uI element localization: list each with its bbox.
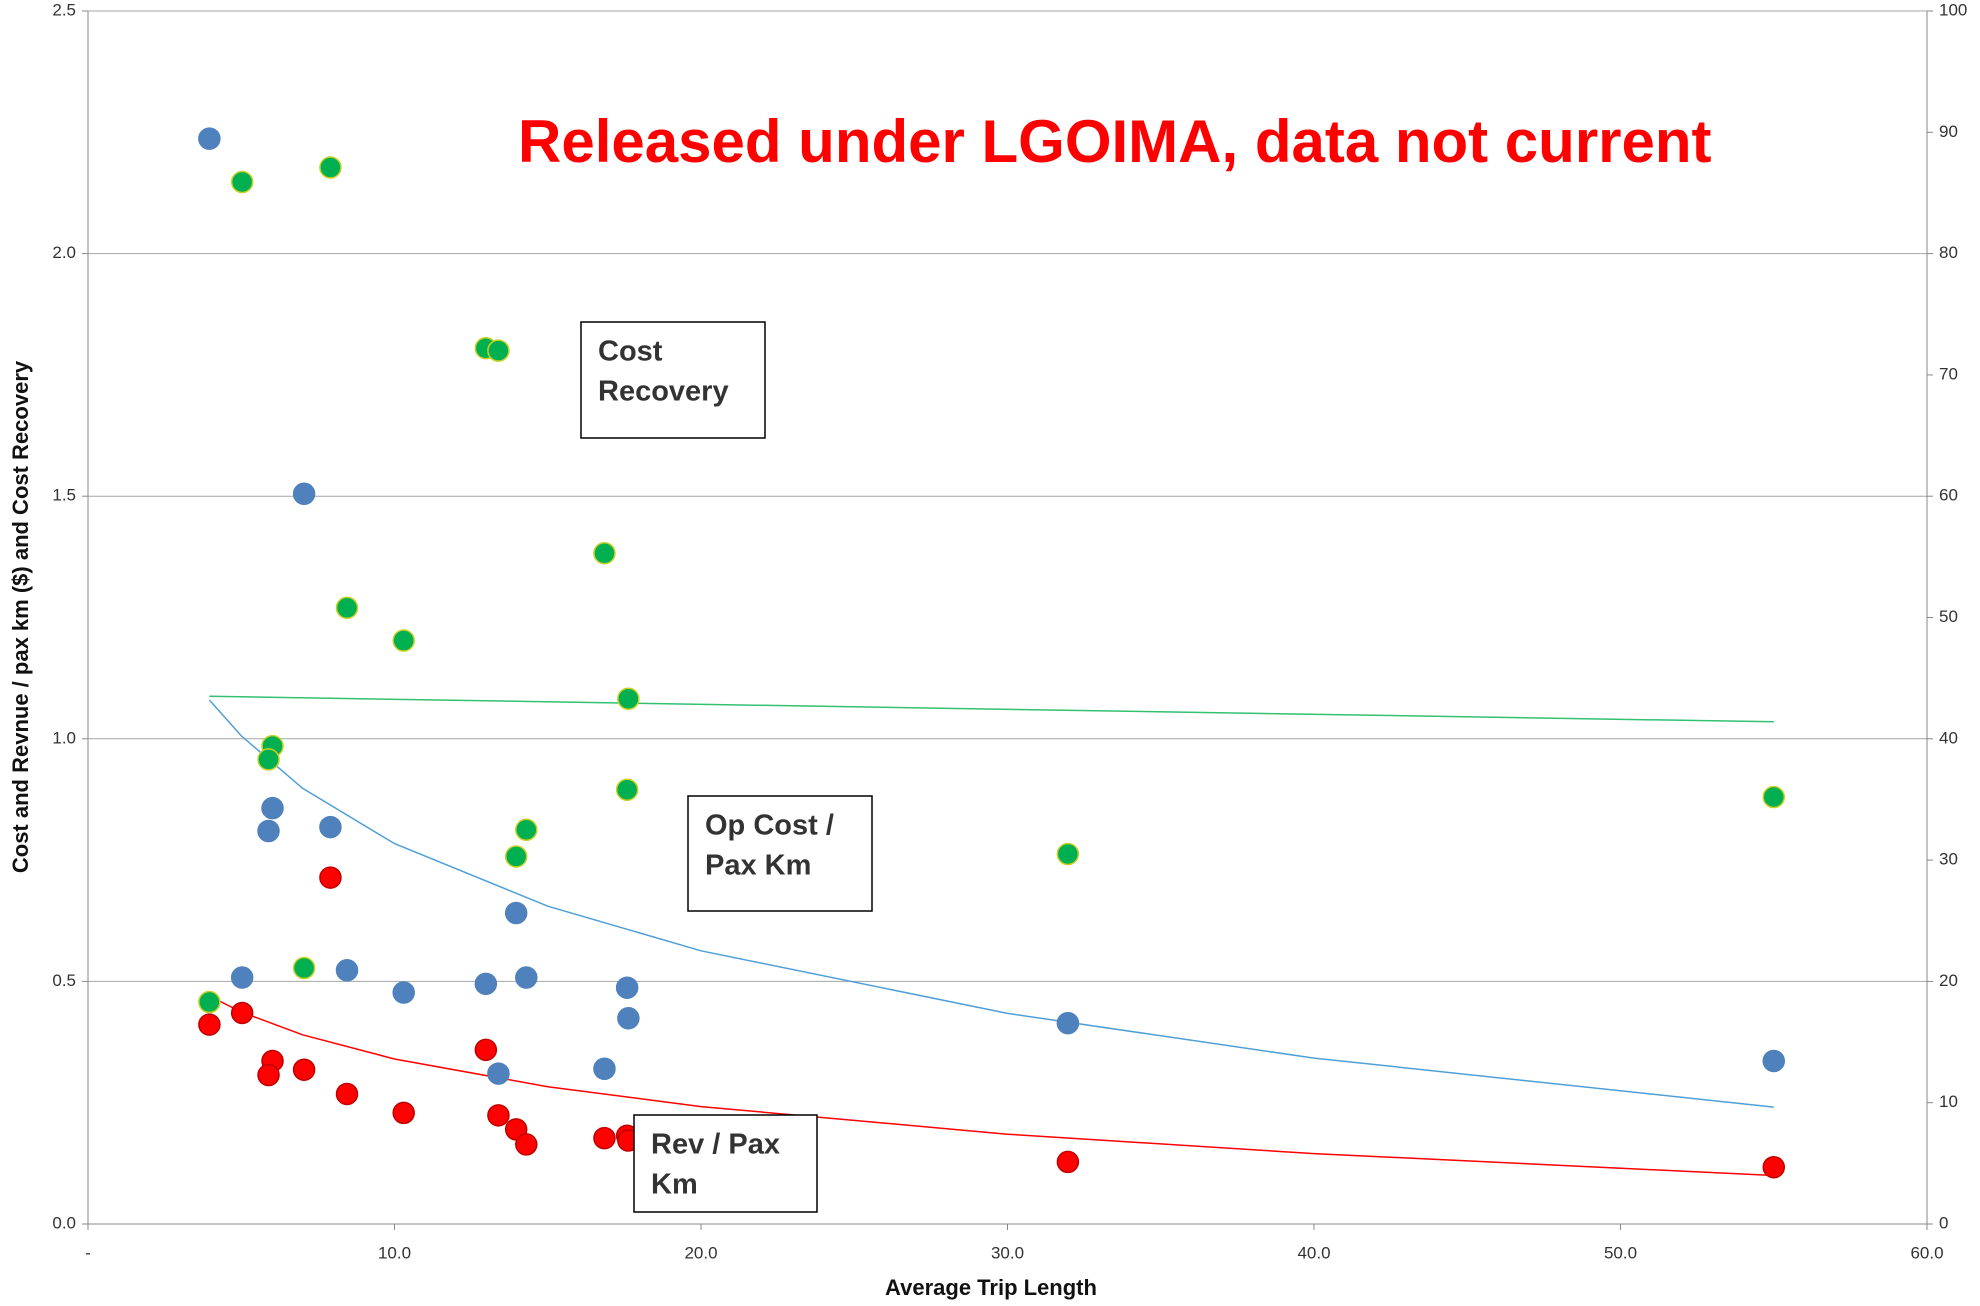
y2-tick-label: 100 (1939, 0, 1967, 19)
point (1762, 1049, 1785, 1073)
label-box (633, 1114, 818, 1213)
point (515, 1133, 538, 1156)
point (230, 966, 254, 989)
point (617, 1007, 640, 1030)
x-tick-label: 50.0 (1604, 1243, 1637, 1262)
point (474, 972, 498, 996)
x-tick-label: 60.0 (1910, 1243, 1943, 1262)
y2-tick-label: 60 (1939, 486, 1958, 505)
y2-tick-label: 50 (1939, 607, 1958, 626)
point (392, 629, 415, 652)
point (1056, 1011, 1080, 1035)
point (487, 339, 510, 362)
point (230, 1001, 254, 1025)
point (504, 845, 528, 868)
point (319, 866, 342, 889)
y-tick-label: 2.5 (52, 0, 76, 19)
point (319, 156, 342, 179)
y-axis-title: Cost and Revnue / pax km ($) and Cost Re… (8, 360, 33, 873)
y-tick-label: 2.0 (52, 243, 76, 262)
y2-tick-label: 70 (1939, 364, 1958, 383)
y2-tick-label: 0 (1939, 1213, 1948, 1232)
point (198, 1013, 221, 1036)
y2-tick-label: 80 (1939, 243, 1958, 262)
label-text: Pax Km (705, 850, 811, 882)
point (257, 748, 280, 771)
point (319, 815, 342, 839)
point (198, 127, 221, 150)
trendline (209, 695, 1774, 723)
point (292, 1058, 316, 1081)
point (474, 1038, 498, 1062)
label-box (687, 795, 873, 912)
label-text: Recovery (598, 376, 729, 408)
point (515, 966, 538, 989)
point (593, 1126, 616, 1150)
label-text: Op Cost / (705, 810, 834, 842)
point (292, 956, 316, 980)
watermark: Released under LGOIMA, data not current (518, 108, 1712, 175)
x-tick-label: 30.0 (991, 1243, 1024, 1262)
y-tick-label: 0.0 (52, 1213, 76, 1232)
point (261, 796, 284, 820)
point (257, 819, 280, 843)
y2-tick-label: 10 (1939, 1092, 1958, 1111)
point (292, 482, 316, 506)
trendline (208, 699, 1774, 1108)
point (515, 818, 538, 842)
point (487, 1062, 510, 1085)
point (504, 901, 528, 925)
y-tick-label: 1.5 (52, 486, 76, 505)
x-tick-label: 40.0 (1297, 1243, 1330, 1262)
point (1762, 785, 1785, 809)
y2-tick-label: 30 (1939, 850, 1958, 869)
point (593, 1057, 616, 1080)
x-tick-label: 10.0 (378, 1243, 411, 1262)
y2-tick-label: 20 (1939, 971, 1958, 990)
y-tick-label: 0.5 (52, 971, 76, 990)
point (335, 958, 359, 982)
point (487, 1104, 510, 1127)
point (615, 778, 639, 801)
point (617, 687, 640, 711)
point (615, 976, 639, 999)
label-text: Rev / Pax (651, 1129, 780, 1161)
point (593, 541, 616, 565)
label-text: Cost (598, 336, 663, 368)
y-tick-label: 1.0 (52, 728, 76, 747)
x-tick-label: 20.0 (684, 1243, 717, 1262)
x-tick-label: - (85, 1243, 91, 1262)
point (335, 596, 359, 620)
point (230, 170, 254, 194)
point (257, 1063, 280, 1087)
point (1056, 1150, 1080, 1174)
y2-tick-label: 40 (1939, 728, 1958, 747)
point (335, 1082, 359, 1106)
point (198, 990, 221, 1014)
point (392, 981, 415, 1004)
point (1056, 842, 1080, 866)
y2-tick-label: 90 (1939, 122, 1958, 141)
point (1762, 1155, 1785, 1179)
label-box (580, 321, 766, 439)
label-text: Km (651, 1169, 698, 1201)
trendline (209, 995, 1774, 1177)
point (392, 1101, 415, 1125)
x-axis-title: Average Trip Length (885, 1275, 1097, 1300)
